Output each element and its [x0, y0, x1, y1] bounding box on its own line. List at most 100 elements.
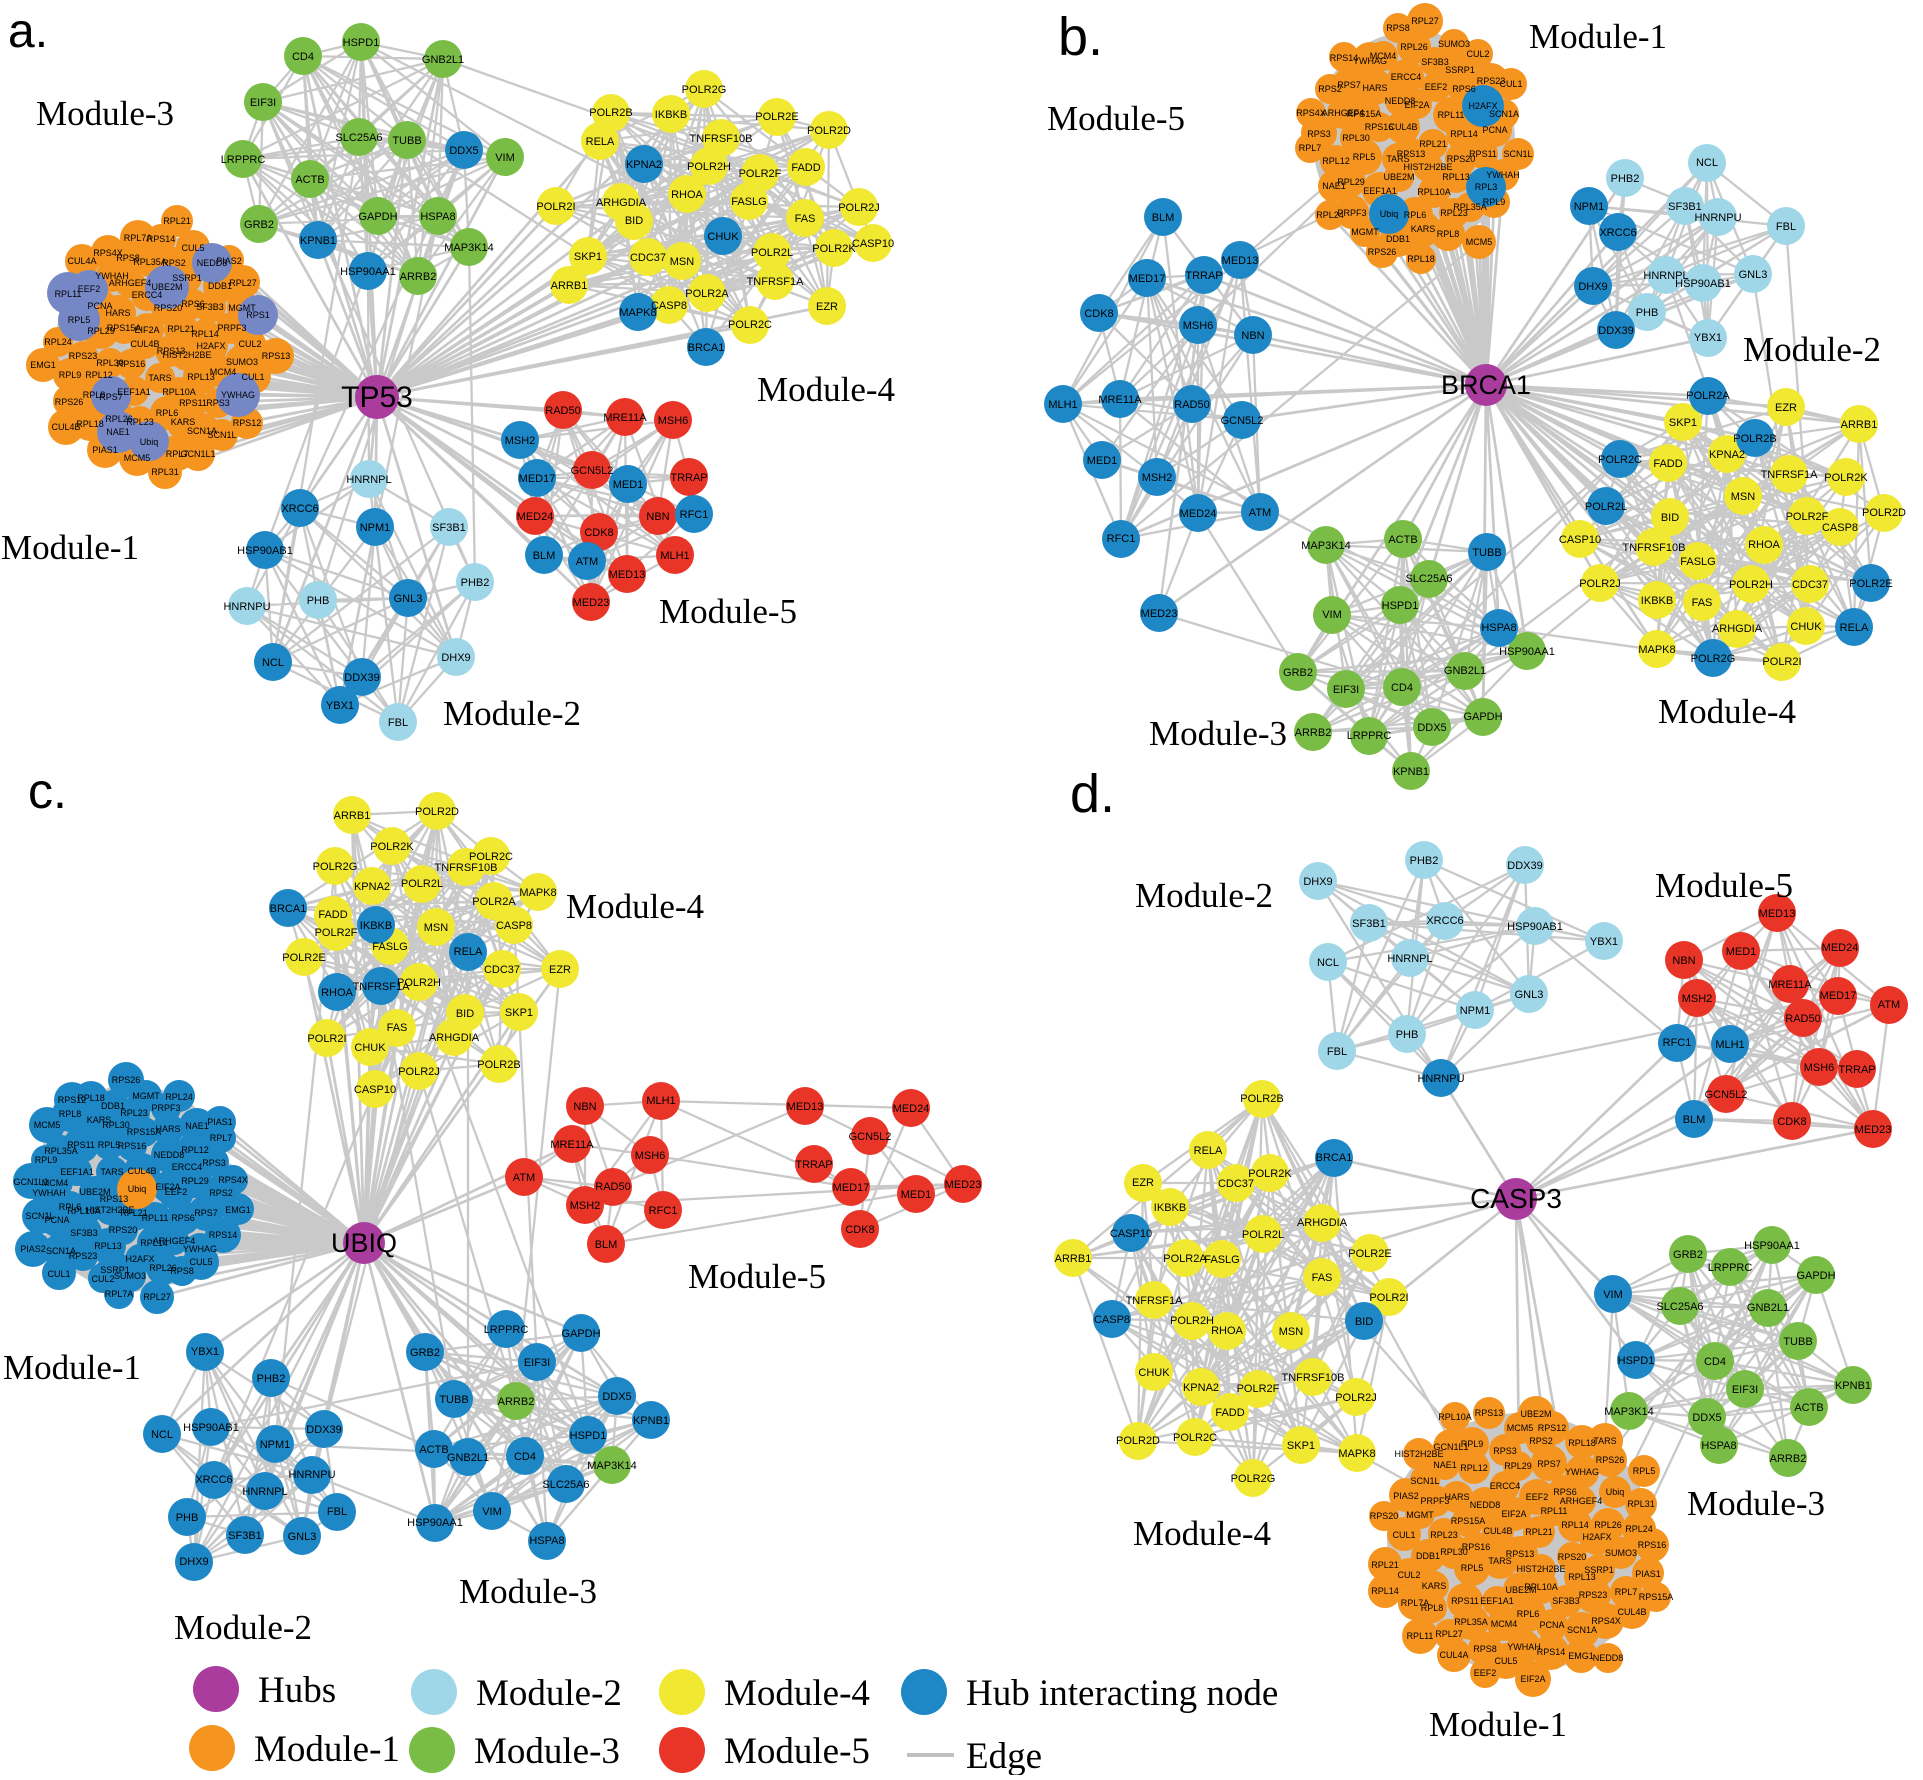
svg-text:POLR2E: POLR2E — [282, 952, 325, 964]
svg-text:EIF3I: EIF3I — [1333, 684, 1359, 696]
svg-text:EZR: EZR — [816, 301, 838, 313]
svg-text:GNL3: GNL3 — [288, 1531, 317, 1543]
svg-text:BLM: BLM — [1683, 1114, 1706, 1126]
svg-text:RPS7: RPS7 — [194, 1208, 218, 1218]
svg-text:Module-2: Module-2 — [1743, 330, 1881, 369]
svg-text:RPS7: RPS7 — [1337, 80, 1361, 90]
svg-text:NCL: NCL — [151, 1429, 173, 1441]
svg-text:RPS8: RPS8 — [116, 253, 140, 263]
svg-text:RPS13: RPS13 — [262, 351, 291, 361]
svg-text:RPS8: RPS8 — [1473, 1644, 1497, 1654]
svg-text:YWHAH: YWHAH — [1507, 1642, 1541, 1652]
svg-text:RPS13: RPS13 — [157, 346, 186, 356]
svg-text:GCN1L1: GCN1L1 — [180, 449, 215, 459]
svg-text:MCM5: MCM5 — [1466, 237, 1493, 247]
svg-text:PIAS2: PIAS2 — [20, 1244, 46, 1254]
svg-text:VIM: VIM — [482, 1506, 502, 1518]
svg-text:MED17: MED17 — [1820, 990, 1857, 1002]
svg-text:SCN1L: SCN1L — [207, 430, 236, 440]
svg-text:TNFRSF10B: TNFRSF10B — [435, 862, 498, 874]
svg-text:POLR2L: POLR2L — [1242, 1229, 1284, 1241]
svg-text:GAPDH: GAPDH — [561, 1328, 600, 1340]
svg-text:RAD50: RAD50 — [545, 405, 580, 417]
svg-text:KPNB1: KPNB1 — [1393, 766, 1429, 778]
svg-text:TARS: TARS — [1386, 154, 1409, 164]
svg-text:TUBB: TUBB — [1472, 547, 1501, 559]
svg-text:TNFRSF1A: TNFRSF1A — [1761, 469, 1819, 481]
svg-text:UBE2M: UBE2M — [1520, 1409, 1551, 1419]
svg-text:POLR2G: POLR2G — [1231, 1473, 1276, 1485]
svg-text:Module-3: Module-3 — [36, 94, 174, 133]
svg-text:CDK8: CDK8 — [584, 527, 613, 539]
svg-text:RPL21: RPL21 — [163, 216, 191, 226]
svg-text:CD4: CD4 — [292, 51, 314, 63]
svg-text:POLR2H: POLR2H — [1729, 579, 1773, 591]
svg-text:EIF3I: EIF3I — [1732, 1384, 1758, 1396]
svg-text:CUL4B: CUL4B — [51, 422, 80, 432]
svg-text:EMG1: EMG1 — [30, 360, 56, 370]
svg-text:SSRP1: SSRP1 — [1584, 1565, 1614, 1575]
svg-text:RPL7: RPL7 — [166, 449, 189, 459]
svg-text:CD4: CD4 — [514, 1451, 536, 1463]
svg-text:ARHGEF4: ARHGEF4 — [153, 1236, 196, 1246]
svg-text:CDC37: CDC37 — [484, 964, 520, 976]
svg-text:RPS7: RPS7 — [99, 392, 123, 402]
svg-text:NEDD8: NEDD8 — [197, 258, 228, 268]
svg-text:FAS: FAS — [1312, 1272, 1333, 1284]
svg-text:POLR2B: POLR2B — [589, 107, 632, 119]
svg-text:POLR2K: POLR2K — [1248, 1168, 1292, 1180]
svg-text:POLR2B: POLR2B — [1240, 1093, 1283, 1105]
svg-text:SKP1: SKP1 — [1287, 1440, 1315, 1452]
svg-text:CDK8: CDK8 — [845, 1224, 874, 1236]
svg-text:Edge: Edge — [966, 1736, 1042, 1775]
svg-text:Ubiq: Ubiq — [128, 1184, 147, 1194]
svg-text:RPL21: RPL21 — [167, 324, 195, 334]
svg-text:RPL30: RPL30 — [1440, 1547, 1468, 1557]
svg-text:Module-5: Module-5 — [1655, 866, 1793, 905]
svg-text:ATM: ATM — [513, 1172, 535, 1184]
svg-text:RPL27: RPL27 — [1411, 16, 1439, 26]
svg-text:RPL13: RPL13 — [1442, 172, 1470, 182]
svg-text:RPS15A: RPS15A — [107, 323, 142, 333]
svg-text:RPL10A: RPL10A — [67, 1206, 101, 1216]
svg-text:TNFRSF1A: TNFRSF1A — [1126, 1295, 1184, 1307]
svg-text:HSPA8: HSPA8 — [1481, 622, 1516, 634]
svg-text:RPL18: RPL18 — [77, 1093, 105, 1103]
svg-text:HSPA8: HSPA8 — [529, 1535, 564, 1547]
svg-text:ERCC4: ERCC4 — [132, 290, 163, 300]
svg-text:VIM: VIM — [495, 152, 515, 164]
svg-text:XRCC6: XRCC6 — [1599, 227, 1636, 239]
svg-text:RPL23: RPL23 — [1430, 1530, 1458, 1540]
svg-text:RPL6: RPL6 — [1404, 210, 1427, 220]
svg-text:HSPA8: HSPA8 — [420, 211, 455, 223]
svg-text:MED23: MED23 — [1855, 1124, 1892, 1136]
svg-text:TUBB: TUBB — [439, 1394, 468, 1406]
svg-text:ARRB2: ARRB2 — [1770, 1453, 1807, 1465]
svg-text:RPS11: RPS11 — [179, 398, 207, 408]
svg-text:PHB: PHB — [1636, 307, 1659, 319]
svg-text:DDB1: DDB1 — [1386, 234, 1410, 244]
svg-text:PCNA: PCNA — [1539, 1620, 1564, 1630]
svg-text:NAE1: NAE1 — [185, 1121, 209, 1131]
svg-text:BLM: BLM — [595, 1239, 618, 1251]
svg-text:RPS15A: RPS15A — [1639, 1592, 1674, 1602]
svg-text:PRPF3: PRPF3 — [1420, 1496, 1449, 1506]
svg-text:Module-2: Module-2 — [174, 1608, 312, 1647]
svg-text:NBN: NBN — [573, 1101, 596, 1113]
svg-text:RPL23: RPL23 — [126, 417, 154, 427]
svg-text:LRPPRC: LRPPRC — [484, 1324, 529, 1336]
svg-text:ERCC4: ERCC4 — [1391, 72, 1422, 82]
svg-text:RHOA: RHOA — [1748, 539, 1780, 551]
svg-text:POLR2E: POLR2E — [1849, 578, 1892, 590]
svg-text:HSP90AB1: HSP90AB1 — [1675, 278, 1731, 290]
svg-text:FBL: FBL — [388, 717, 408, 729]
svg-text:RPS16: RPS16 — [1365, 122, 1394, 132]
svg-text:RPL35A: RPL35A — [1454, 1617, 1488, 1627]
svg-text:RAD50: RAD50 — [1174, 399, 1209, 411]
svg-text:EIF2A: EIF2A — [1404, 100, 1429, 110]
svg-text:MLH1: MLH1 — [1048, 399, 1077, 411]
svg-text:RPS20: RPS20 — [1447, 154, 1476, 164]
svg-text:b.: b. — [1058, 7, 1103, 67]
svg-text:HNRNPU: HNRNPU — [1417, 1073, 1464, 1085]
svg-text:CUL4A: CUL4A — [1439, 1650, 1468, 1660]
